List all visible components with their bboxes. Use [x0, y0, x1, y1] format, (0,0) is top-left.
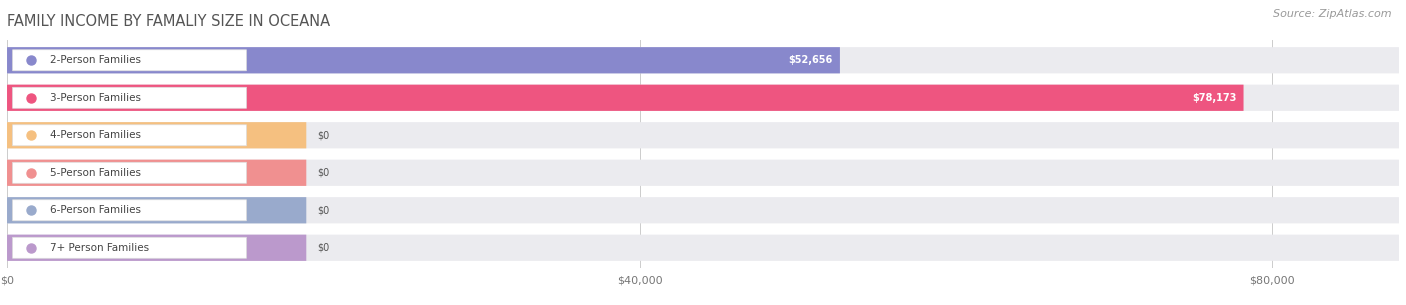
Text: $0: $0	[318, 243, 329, 253]
Text: $0: $0	[318, 168, 329, 178]
FancyBboxPatch shape	[7, 122, 307, 149]
Text: $52,656: $52,656	[789, 55, 832, 65]
FancyBboxPatch shape	[7, 85, 1243, 111]
FancyBboxPatch shape	[7, 160, 1399, 186]
FancyBboxPatch shape	[13, 50, 246, 71]
FancyBboxPatch shape	[7, 122, 1399, 149]
FancyBboxPatch shape	[7, 235, 1399, 261]
Text: $0: $0	[318, 205, 329, 215]
FancyBboxPatch shape	[7, 160, 307, 186]
FancyBboxPatch shape	[7, 197, 307, 223]
Text: FAMILY INCOME BY FAMALIY SIZE IN OCEANA: FAMILY INCOME BY FAMALIY SIZE IN OCEANA	[7, 14, 330, 29]
Text: 4-Person Families: 4-Person Families	[51, 130, 141, 140]
FancyBboxPatch shape	[13, 200, 246, 221]
FancyBboxPatch shape	[7, 47, 1399, 74]
FancyBboxPatch shape	[13, 237, 246, 258]
Text: 3-Person Families: 3-Person Families	[51, 93, 141, 103]
FancyBboxPatch shape	[13, 162, 246, 183]
Text: 7+ Person Families: 7+ Person Families	[51, 243, 149, 253]
FancyBboxPatch shape	[7, 85, 1399, 111]
Text: 5-Person Families: 5-Person Families	[51, 168, 141, 178]
Text: 6-Person Families: 6-Person Families	[51, 205, 141, 215]
Text: 2-Person Families: 2-Person Families	[51, 55, 141, 65]
Text: $0: $0	[318, 130, 329, 140]
Text: $78,173: $78,173	[1192, 93, 1236, 103]
FancyBboxPatch shape	[13, 87, 246, 108]
FancyBboxPatch shape	[7, 197, 1399, 223]
FancyBboxPatch shape	[13, 125, 246, 146]
Text: Source: ZipAtlas.com: Source: ZipAtlas.com	[1274, 9, 1392, 19]
FancyBboxPatch shape	[7, 235, 307, 261]
FancyBboxPatch shape	[7, 47, 839, 74]
